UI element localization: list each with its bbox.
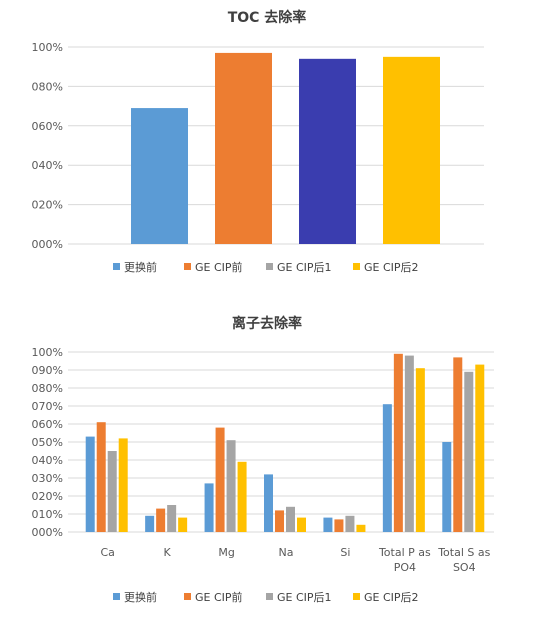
chart2-bar (323, 517, 333, 532)
chart2-legend-label: GE CIP后2 (364, 591, 419, 604)
chart1-bar (215, 52, 272, 244)
chart1-bar (383, 56, 440, 244)
chart2-bar (226, 440, 236, 532)
chart2-legend-swatch (113, 593, 120, 600)
chart2-legend-swatch (266, 593, 273, 600)
chart2-bar (442, 442, 452, 532)
chart2-bar (345, 515, 355, 532)
chart1-title: TOC 去除率 (228, 9, 307, 26)
chart2-bar (297, 517, 306, 532)
chart2-bar (334, 519, 344, 532)
chart2-ytick-label: 030% (32, 472, 63, 485)
chart2-ytick-label: 070% (32, 400, 63, 413)
chart1-legend-label: 更换前 (124, 260, 157, 274)
chart2-bar (404, 355, 414, 532)
chart2-ytick-label: 020% (32, 490, 63, 503)
chart1-bar (299, 58, 356, 244)
chart2-xtick-label: K (164, 546, 172, 559)
chart1-ytick-label: 020% (32, 199, 63, 212)
chart2-bar (393, 353, 403, 532)
chart2-legend-swatch (184, 593, 191, 600)
chart2-xtick-label: Na (279, 546, 294, 559)
chart2-bar (96, 422, 106, 532)
chart2-bar (275, 510, 284, 532)
chart2-ytick-label: 080% (32, 382, 63, 395)
chart2-ytick-label: 000% (32, 526, 63, 539)
chart2-bar (85, 436, 95, 532)
chart2-xtick-label: Ca (101, 546, 115, 559)
chart1-legend-swatch (184, 263, 191, 270)
chart2-bar (237, 461, 247, 532)
chart2-bar (415, 368, 425, 532)
chart1-legend-label: GE CIP后2 (364, 261, 419, 274)
chart2-legend-label: GE CIP后1 (277, 591, 332, 604)
chart1-ytick-label: 040% (32, 159, 63, 172)
chart2-bar (215, 427, 225, 532)
chart2-legend-swatch (353, 593, 360, 600)
chart2-xtick-label: Total S as SO4 (437, 546, 490, 574)
chart2-xtick-label: Si (340, 546, 350, 559)
chart1-legend-label: GE CIP前 (195, 260, 243, 274)
chart1-legend-swatch (353, 263, 360, 270)
chart1-ytick-label: 060% (32, 120, 63, 133)
chart2-ytick-label: 010% (32, 508, 63, 521)
chart2-bar (156, 508, 166, 532)
chart2-ytick-label: 100% (32, 346, 63, 359)
chart2-bar (286, 506, 295, 532)
chart2-bar (453, 357, 463, 532)
chart1-ytick-label: 100% (32, 41, 63, 54)
chart2-bar (264, 474, 273, 532)
chart1-legend-label: GE CIP后1 (277, 261, 332, 274)
chart2-xtick-label: Total P as PO4 (378, 546, 431, 574)
chart2-legend-label: 更换前 (124, 590, 157, 604)
chart1-ytick-label: 080% (32, 80, 63, 93)
chart2-bar (118, 438, 128, 532)
chart2-bar (204, 483, 214, 532)
chart2-bar (464, 371, 474, 532)
chart1-ytick-label: 000% (32, 238, 63, 251)
chart1-legend-swatch (266, 263, 273, 270)
chart2-ytick-label: 050% (32, 436, 63, 449)
chart2-bar (178, 517, 188, 532)
chart2-bar (475, 364, 485, 532)
chart2-title: 离子去除率 (232, 315, 302, 332)
chart2-bar (382, 404, 392, 532)
chart2-ytick-label: 040% (32, 454, 63, 467)
chart2-legend-label: GE CIP前 (195, 590, 243, 604)
chart2-xtick-label: Mg (218, 546, 234, 559)
chart2-bar (356, 524, 366, 532)
chart2-ytick-label: 090% (32, 364, 63, 377)
chart1-bar (131, 108, 188, 244)
chart2-bar (107, 451, 117, 532)
chart1-legend-swatch (113, 263, 120, 270)
chart2-ytick-label: 060% (32, 418, 63, 431)
chart2-bar (167, 505, 177, 532)
chart2-bar (145, 515, 155, 532)
